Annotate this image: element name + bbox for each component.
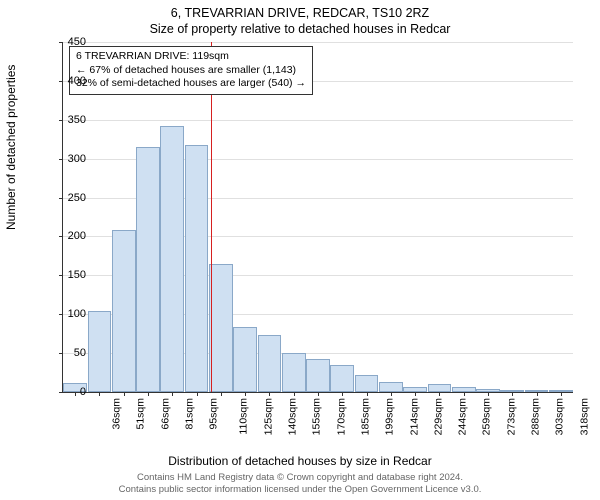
plot-area: 6 TREVARRIAN DRIVE: 119sqm ← 67% of deta… [62, 42, 573, 393]
footer-line2: Contains public sector information licen… [0, 484, 600, 496]
histogram-bar [306, 359, 330, 392]
annotation-box: 6 TREVARRIAN DRIVE: 119sqm ← 67% of deta… [69, 46, 313, 95]
x-tick-label: 318sqm [578, 398, 590, 435]
x-tick-label: 214sqm [408, 398, 420, 435]
y-axis-label: Number of detached properties [4, 65, 18, 230]
histogram-bar [282, 353, 306, 392]
x-tick-label: 288sqm [529, 398, 541, 435]
histogram-bar [355, 375, 379, 392]
x-tick-label: 199sqm [384, 398, 396, 435]
footer-text: Contains HM Land Registry data © Crown c… [0, 472, 600, 496]
annotation-line1: 6 TREVARRIAN DRIVE: 119sqm [76, 50, 306, 64]
histogram-bar [330, 365, 354, 392]
histogram-bar [112, 230, 136, 392]
y-tick-label: 100 [56, 308, 86, 320]
annotation-line3: 32% of semi-detached houses are larger (… [76, 77, 306, 91]
x-tick-label: 244sqm [457, 398, 469, 435]
y-tick-label: 450 [56, 36, 86, 48]
x-tick-label: 140sqm [287, 398, 299, 435]
x-tick-label: 110sqm [237, 398, 249, 435]
y-tick-label: 200 [56, 230, 86, 242]
x-tick-label: 303sqm [554, 398, 566, 435]
x-tick-label: 95sqm [208, 398, 220, 430]
x-tick-label: 81sqm [184, 398, 196, 430]
x-tick-label: 185sqm [359, 398, 371, 435]
x-tick-label: 229sqm [432, 398, 444, 435]
x-tick-label: 170sqm [335, 398, 347, 435]
y-tick-label: 400 [56, 75, 86, 87]
x-tick-label: 259sqm [481, 398, 493, 435]
x-tick-label: 155sqm [311, 398, 323, 435]
histogram-bar [233, 327, 257, 392]
y-tick-label: 50 [56, 347, 86, 359]
histogram-bar [160, 126, 184, 392]
y-tick-label: 250 [56, 192, 86, 204]
x-tick-label: 51sqm [135, 398, 147, 430]
x-tick-label: 125sqm [262, 398, 274, 435]
annotation-line2: ← 67% of detached houses are smaller (1,… [76, 64, 306, 78]
histogram-bar [185, 145, 209, 392]
title-line1: 6, TREVARRIAN DRIVE, REDCAR, TS10 2RZ [0, 0, 600, 20]
y-tick-label: 300 [56, 153, 86, 165]
footer-line1: Contains HM Land Registry data © Crown c… [0, 472, 600, 484]
histogram-bar [379, 382, 403, 392]
x-axis-label: Distribution of detached houses by size … [0, 454, 600, 468]
title-line2: Size of property relative to detached ho… [0, 20, 600, 36]
chart-container: 6, TREVARRIAN DRIVE, REDCAR, TS10 2RZ Si… [0, 0, 600, 500]
histogram-bar [258, 335, 282, 392]
x-tick-label: 66sqm [159, 398, 171, 430]
histogram-bar [209, 264, 233, 392]
y-tick-label: 0 [56, 386, 86, 398]
x-tick-label: 273sqm [505, 398, 517, 435]
histogram-bar [136, 147, 160, 392]
histogram-bar [88, 311, 112, 392]
y-tick-label: 350 [56, 114, 86, 126]
histogram-bar [428, 384, 452, 392]
y-tick-label: 150 [56, 269, 86, 281]
x-tick-label: 36sqm [111, 398, 123, 430]
